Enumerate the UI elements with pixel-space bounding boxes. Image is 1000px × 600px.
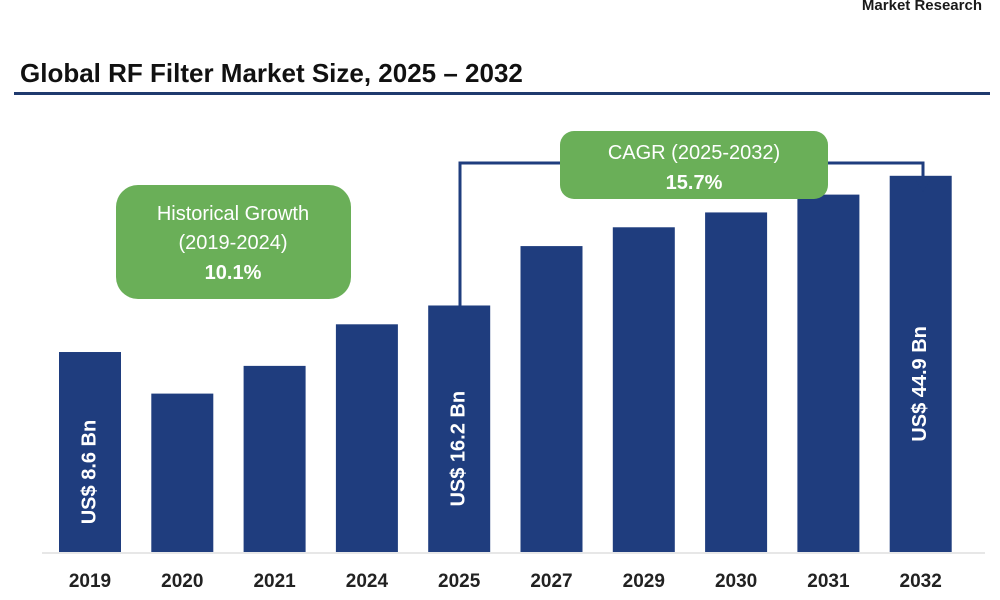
bar-2032 [889,175,952,553]
x-tick-2021: 2021 [253,571,296,592]
x-axis-ticks: 2019 2020 2021 2024 2025 2027 2029 2030 2031 2032 [69,571,942,592]
x-tick-2025: 2025 [438,571,481,592]
historical-growth-label: Historical Growth [157,203,309,225]
data-label-2019: US$ 8.6 Bn [78,420,100,524]
chart-title: Global RF Filter Market Size, 2025 – 203… [20,58,523,88]
data-label-2032: US$ 44.9 Bn [909,326,931,442]
historical-growth-value: 10.1% [205,262,262,284]
x-tick-2031: 2031 [807,571,850,592]
data-label-2025: US$ 16.2 Bn [447,391,469,507]
x-tick-2029: 2029 [623,571,665,592]
bar-2030 [705,212,768,552]
bars-group [59,175,952,553]
x-tick-2027: 2027 [530,571,572,592]
bar-2025 [428,305,491,552]
cagr-value: 15.7% [666,172,723,194]
bar-2029 [612,227,675,552]
brand-name: Market Research [861,0,982,14]
bar-2021 [243,365,306,552]
x-tick-2030: 2030 [715,571,757,592]
x-tick-2024: 2024 [346,571,389,592]
cagr-arrow-head [916,180,930,192]
cagr-callout: CAGR (2025-2032) 15.7% [560,131,828,199]
historical-growth-box [116,185,351,299]
cagr-box [560,131,828,199]
bar-2027 [520,246,583,552]
bar-2020 [151,393,214,552]
x-tick-2032: 2032 [900,571,942,592]
x-tick-2019: 2019 [69,571,111,592]
title-divider [14,92,990,95]
cagr-label: CAGR (2025-2032) [608,142,780,164]
bar-2019 [59,352,121,552]
historical-growth-period: (2019-2024) [179,232,288,254]
data-labels-group: US$ 8.6 Bn US$ 16.2 Bn US$ 44.9 Bn [78,326,931,524]
x-tick-2020: 2020 [161,571,203,592]
bar-2024 [335,324,398,552]
bar-2031 [797,194,860,553]
historical-growth-callout: Historical Growth (2019-2024) 10.1% [116,185,351,299]
